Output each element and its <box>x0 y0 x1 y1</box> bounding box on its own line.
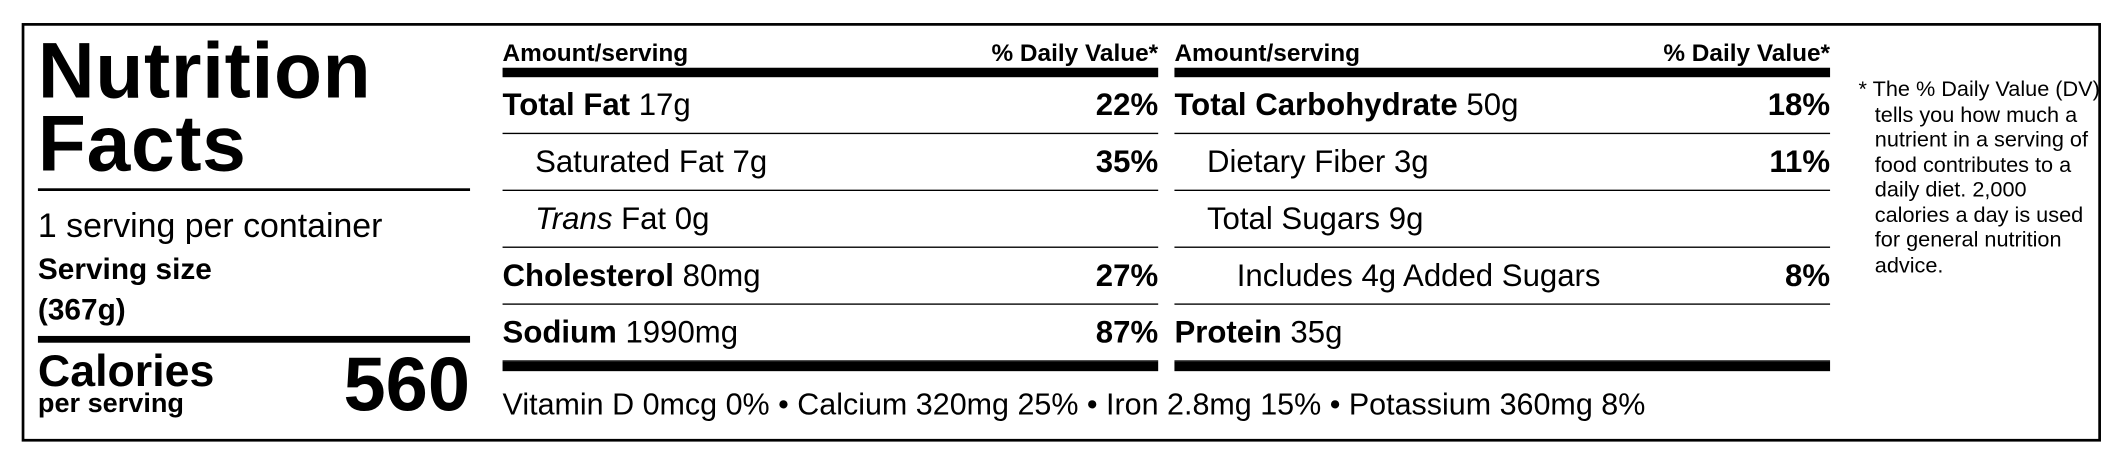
rule <box>37 335 471 343</box>
nutrient: Includes 4g Added Sugars <box>1236 257 1601 293</box>
nutrient: Saturated Fat <box>535 143 724 179</box>
amount: 0g <box>674 200 710 236</box>
amount: 1990mg <box>625 314 739 350</box>
serving-size-label: Serving size <box>37 251 212 286</box>
nutrient: Fat <box>621 200 667 236</box>
row: Dietary Fiber 3g 11% <box>1174 134 1831 191</box>
row: Trans Fat 0g <box>502 191 1159 248</box>
row: Saturated Fat 7g 35% <box>502 134 1159 191</box>
amount: 7g <box>732 143 768 179</box>
header: Amount/serving % Daily Value* <box>503 38 1159 68</box>
title: Nutrition Facts <box>37 27 372 189</box>
servings: 1 serving per container <box>37 207 383 246</box>
dv: 18% <box>1767 86 1831 122</box>
dv: 22% <box>1095 86 1159 122</box>
amount: 50g <box>1466 86 1519 122</box>
amount: 3g <box>1393 143 1429 179</box>
footnote: * The % Daily Value (DV) tells you how m… <box>1858 78 2100 278</box>
column: Amount/serving % Daily Value* Total Carbo… <box>1174 38 1831 372</box>
dv: 35% <box>1095 143 1159 179</box>
bar <box>1174 67 1831 78</box>
nutrient: Total Fat <box>502 86 631 122</box>
column: Amount/serving % Daily Value* Total Fat 1… <box>502 38 1159 372</box>
amount: 80mg <box>682 257 761 293</box>
row: Total Sugars 9g <box>1174 191 1831 248</box>
amount: 17g <box>638 86 691 122</box>
dv: 8% <box>1785 257 1831 293</box>
calories: 560 <box>343 341 471 427</box>
nutrient: Protein <box>1174 314 1282 350</box>
calories-label: Calories <box>37 345 215 396</box>
row: Total Fat 17g 22% <box>502 77 1159 135</box>
dv: 27% <box>1095 257 1159 293</box>
header-amount: Amount/serving <box>502 39 689 67</box>
dv: 87% <box>1095 314 1159 350</box>
calories-sub: per serving <box>37 388 184 419</box>
vitamins: Vitamin D 0mcg 0% • Calcium 320mg 25% • … <box>502 387 1646 422</box>
bar <box>502 67 1159 78</box>
nutrient: Cholesterol <box>502 257 674 293</box>
serving-size: (367g) <box>37 292 126 327</box>
row: Sodium 1990mg 87% <box>502 305 1159 362</box>
bar <box>1174 361 1831 372</box>
rule <box>37 188 471 191</box>
header-dv: % Daily Value* <box>1663 39 1831 67</box>
amount: 9g <box>1388 200 1424 236</box>
row: Protein 35g <box>1174 305 1831 362</box>
row: Cholesterol 80mg 27% <box>502 248 1159 305</box>
nutrient: Total Sugars <box>1206 200 1381 236</box>
nutrient-italic: Trans <box>535 200 613 236</box>
header: Amount/serving % Daily Value* <box>1174 38 1830 68</box>
nutrient: Total Carbohydrate <box>1174 86 1458 122</box>
header-amount: Amount/serving <box>1174 39 1361 67</box>
amount: 35g <box>1290 314 1343 350</box>
nutrient: Dietary Fiber <box>1206 143 1386 179</box>
frame <box>21 23 2101 442</box>
nutrient: Sodium <box>502 314 617 350</box>
row: Total Carbohydrate 50g 18% <box>1174 77 1831 135</box>
row: Includes 4g Added Sugars 8% <box>1174 248 1831 305</box>
header-dv: % Daily Value* <box>991 39 1159 67</box>
bar <box>502 361 1159 372</box>
dv: 11% <box>1769 143 1831 179</box>
